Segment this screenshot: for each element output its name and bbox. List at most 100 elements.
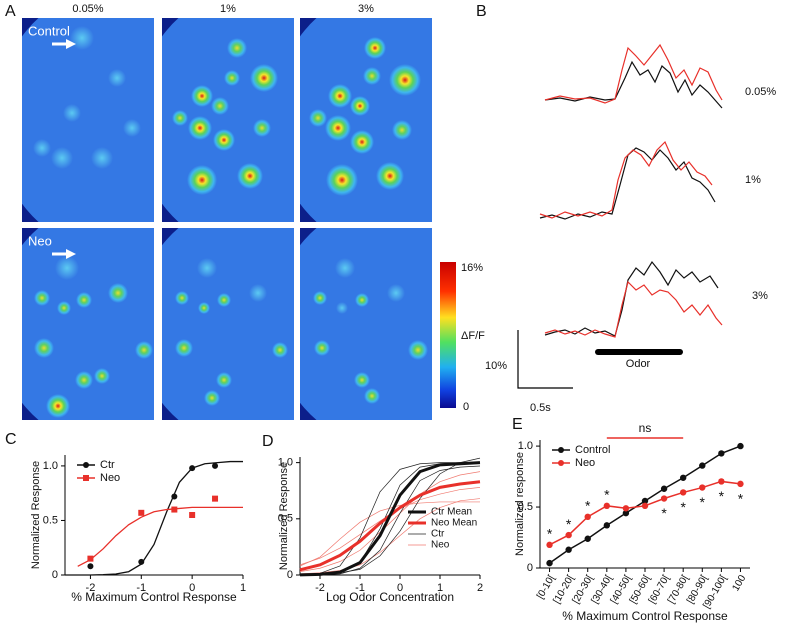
x-tick-label: -1 — [136, 582, 146, 594]
activity-spot — [392, 120, 412, 140]
heatmap-image — [22, 18, 154, 222]
data-point — [679, 489, 687, 496]
series-line — [549, 480, 741, 546]
data-point — [138, 558, 145, 565]
y-tick-label: 0 — [52, 569, 58, 581]
legend-marker — [558, 447, 564, 453]
data-point — [603, 502, 611, 510]
activity-spot — [336, 302, 348, 314]
data-point — [546, 559, 553, 567]
legend-marker — [83, 462, 89, 468]
data-point — [189, 512, 196, 518]
colorbar-min: 0 — [463, 401, 469, 413]
significance-mark: * — [661, 505, 667, 521]
heatmap-image — [300, 228, 432, 420]
data-point — [87, 555, 94, 562]
legend-marker — [83, 475, 89, 481]
legend-label: Neo — [575, 457, 595, 469]
activity-spot — [34, 338, 54, 358]
data-point — [584, 513, 591, 520]
legend-label: Neo Mean — [431, 518, 477, 529]
arrow-head — [66, 39, 76, 49]
significance-mark: * — [547, 526, 553, 542]
heatmap-image — [300, 18, 432, 222]
fit-curve — [65, 460, 243, 576]
activity-spot — [135, 341, 153, 359]
data-point — [737, 442, 744, 450]
significance-mark: * — [738, 491, 744, 507]
x-tick-label: -1 — [355, 582, 365, 594]
y-tick-label: 1.0 — [518, 440, 533, 452]
activity-spot — [197, 258, 217, 278]
trace — [544, 43, 723, 104]
trace — [539, 140, 713, 219]
trace — [539, 147, 716, 220]
significance-mark: * — [566, 516, 572, 532]
activity-spot — [313, 291, 327, 305]
field-of-view — [300, 228, 432, 420]
concentration-label: 0.05% — [745, 86, 776, 98]
y-tick-label: 0 — [527, 562, 533, 574]
y-tick-label: 0.5 — [518, 501, 533, 513]
activity-spot — [108, 283, 128, 303]
activity-spot — [376, 162, 404, 190]
data-point — [737, 480, 744, 488]
legend-label: Neo — [100, 472, 120, 484]
y-axis-label: Normalized response — [514, 452, 526, 556]
response-curve — [299, 461, 481, 577]
y-tick-label: 0 — [287, 569, 293, 581]
data-point — [189, 465, 196, 472]
data-point — [622, 509, 630, 517]
panel-letter: E — [512, 416, 523, 433]
activity-spot — [63, 104, 81, 122]
x-tick-label: 0 — [189, 582, 195, 594]
odor-bar — [595, 349, 683, 355]
legend-label: Neo — [431, 540, 450, 551]
concentration-label: 3% — [752, 290, 768, 302]
activity-spot — [188, 116, 212, 140]
activity-spot — [350, 130, 374, 154]
concentration-label: 0.05% — [72, 3, 103, 15]
x-tick-label: 2 — [477, 582, 483, 594]
activity-spot — [309, 109, 327, 127]
activity-spot — [350, 96, 370, 116]
activity-spot — [91, 147, 113, 169]
activity-spot — [217, 293, 231, 307]
activity-spot — [326, 164, 358, 196]
activity-spot — [253, 119, 271, 137]
legend-label: Control — [575, 444, 610, 456]
activity-spot — [33, 139, 51, 157]
activity-spot — [387, 284, 405, 302]
activity-spot — [175, 339, 193, 357]
activity-spot — [46, 394, 70, 418]
significance-mark: * — [680, 499, 686, 515]
data-point — [718, 450, 725, 457]
data-point — [565, 546, 572, 553]
data-point — [212, 495, 219, 502]
x-tick-label: 100 — [730, 573, 748, 593]
response-curve — [299, 471, 481, 572]
activity-spot — [328, 84, 352, 108]
data-point — [679, 474, 687, 481]
trace — [544, 260, 719, 337]
y-axis-label: Normalized Response — [278, 462, 290, 570]
activity-spot — [325, 115, 351, 141]
colorbar-label: ΔF/F — [461, 330, 485, 342]
activity-spot — [216, 372, 232, 388]
activity-spot — [76, 292, 92, 308]
significance-mark: * — [700, 494, 706, 510]
data-point — [87, 563, 94, 570]
activity-spot — [335, 258, 355, 278]
activity-spot — [70, 26, 94, 50]
panel-letter: A — [5, 3, 16, 20]
response-curve — [299, 462, 480, 576]
x-tick-label: 0 — [397, 582, 403, 594]
activity-spot — [108, 69, 126, 87]
significance-mark: * — [585, 498, 591, 514]
activity-spot — [191, 85, 213, 107]
activity-spot — [363, 67, 381, 85]
x-tick-label: -2 — [315, 582, 325, 594]
activity-spot — [198, 302, 210, 314]
x-tick-label: 1 — [240, 582, 246, 594]
activity-spot — [389, 64, 421, 96]
